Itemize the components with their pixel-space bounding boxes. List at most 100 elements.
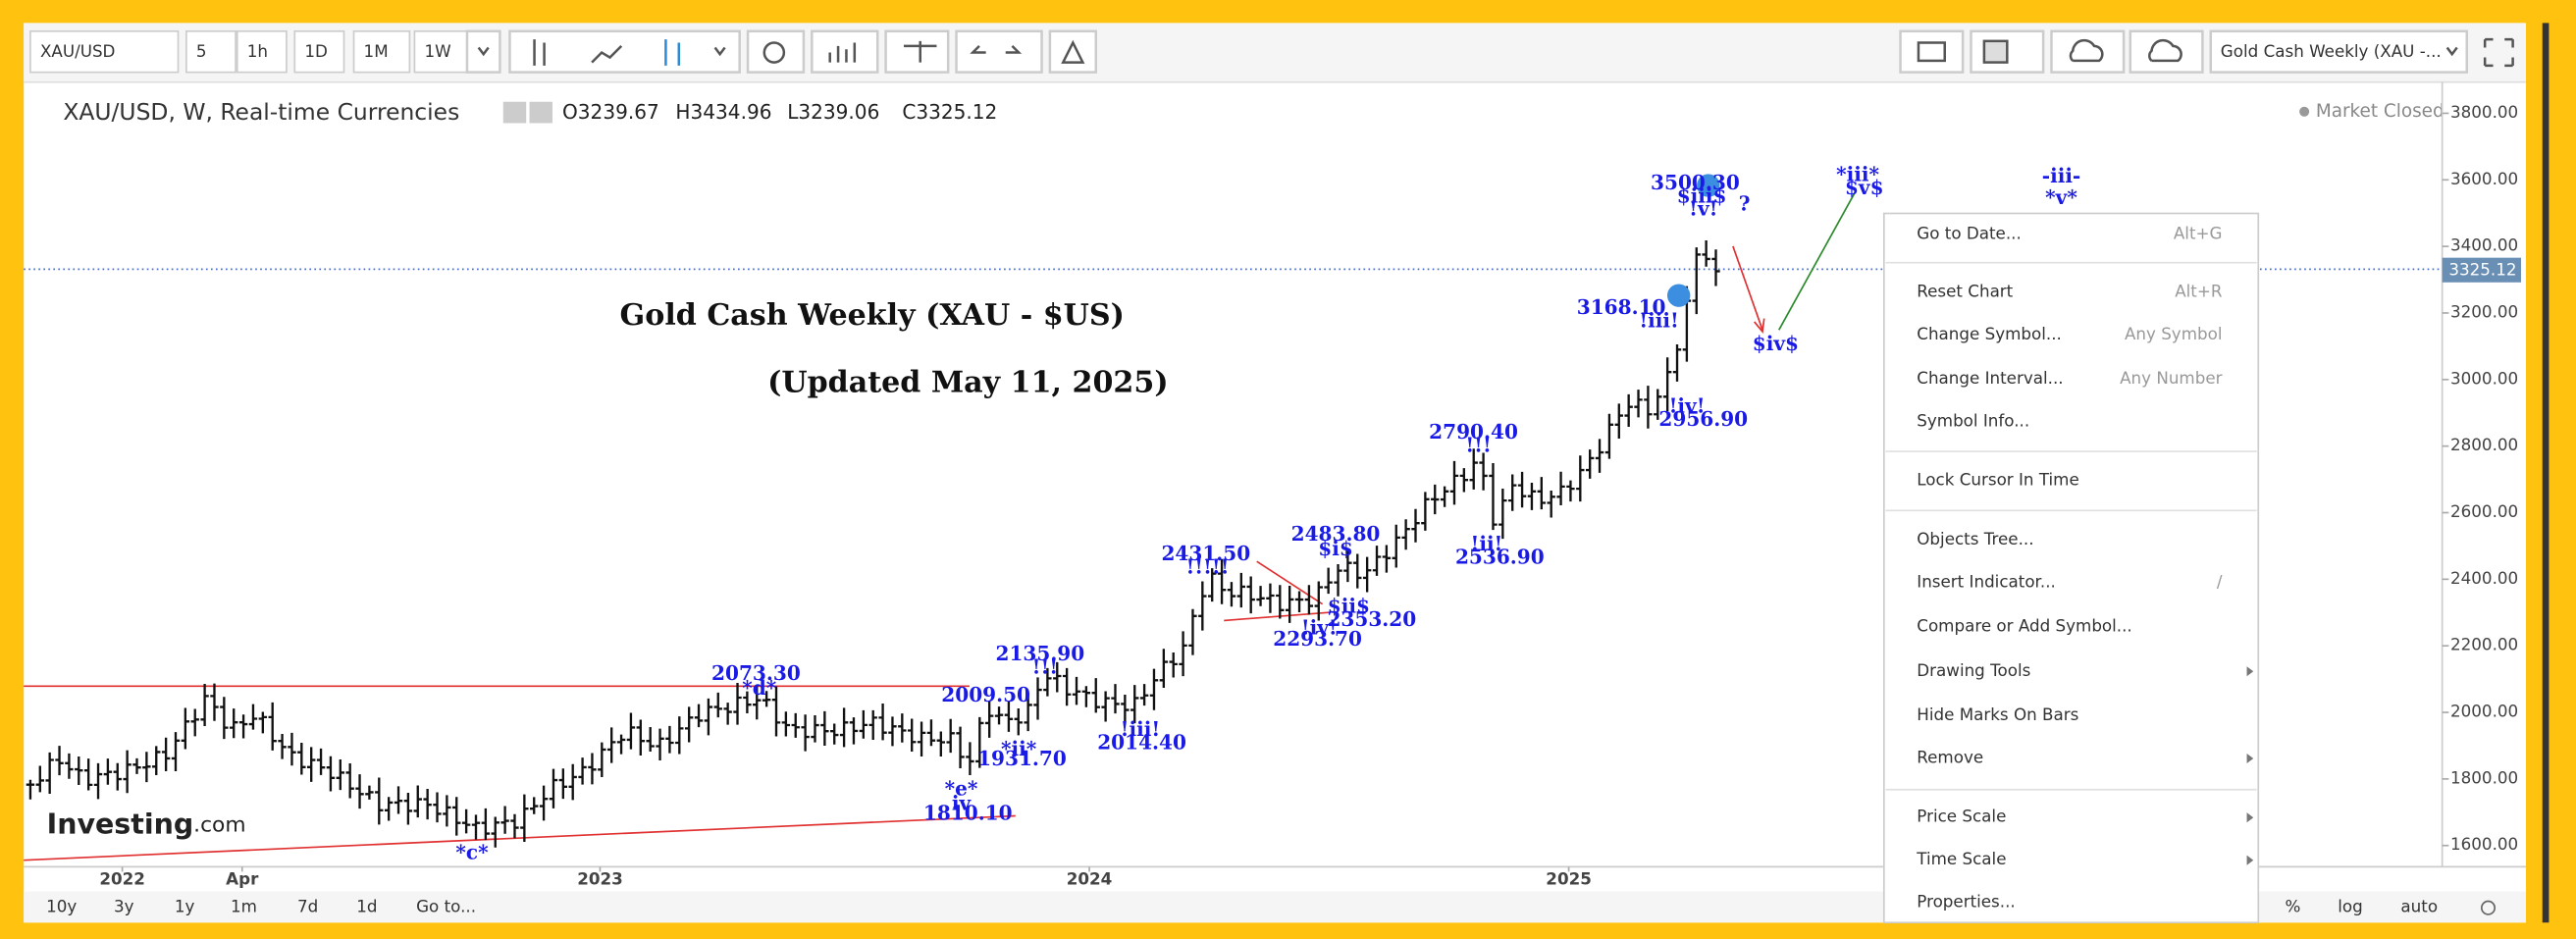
- wave-label: $ii$: [1328, 595, 1370, 618]
- menu-item[interactable]: Properties...: [1917, 892, 2015, 912]
- price-bar: [248, 704, 258, 730]
- price-bar: [1072, 676, 1081, 705]
- price-bar: [1227, 582, 1236, 607]
- price-bar: [1585, 449, 1595, 479]
- price-bar: [636, 719, 645, 756]
- menu-item[interactable]: Price Scale: [1917, 807, 2006, 826]
- scale-option[interactable]: auto: [2400, 897, 2438, 916]
- menu-item[interactable]: Change Interval...: [1917, 368, 2063, 388]
- price-bar: [171, 732, 181, 771]
- menu-item[interactable]: Go to Date...: [1917, 224, 2022, 243]
- time-label: 2025: [1546, 868, 1592, 888]
- price-bar: [1014, 708, 1023, 736]
- menu-item[interactable]: Time Scale: [1916, 849, 2006, 868]
- scale-option[interactable]: log: [2338, 897, 2362, 916]
- price-bar: [1459, 468, 1469, 493]
- settings-icon[interactable]: [2480, 900, 2497, 915]
- price-bar: [1702, 239, 1710, 267]
- wave-label: $v$: [1845, 176, 1884, 199]
- price-bar: [1362, 556, 1372, 593]
- price-bar: [500, 806, 509, 834]
- current-price: 3325.12: [2448, 260, 2516, 280]
- scale-option[interactable]: %: [2285, 897, 2300, 916]
- wave-label: -iii-: [2042, 164, 2081, 187]
- price-label: 3800.00: [2450, 102, 2518, 122]
- interval[interactable]: 5: [196, 41, 207, 61]
- range-button[interactable]: 3y: [114, 897, 134, 916]
- price-bar: [520, 794, 529, 843]
- price-bar: [288, 732, 296, 766]
- price-bar: [1421, 492, 1430, 531]
- price-bar: [1294, 591, 1304, 613]
- price-bar: [1469, 448, 1478, 490]
- price-bar: [849, 717, 859, 745]
- interval[interactable]: 1M: [364, 41, 389, 61]
- menu-item[interactable]: Objects Tree...: [1917, 529, 2033, 548]
- menu-item[interactable]: Symbol Info...: [1917, 410, 2029, 430]
- interval[interactable]: 1h: [247, 41, 268, 61]
- price-bar: [1353, 553, 1362, 589]
- price-bars: [26, 239, 1720, 848]
- price-bar: [1169, 652, 1178, 678]
- symbol[interactable]: XAU/USD: [40, 41, 115, 61]
- price-label: 1800.00: [2450, 767, 2518, 787]
- wave-label: 1931.70: [977, 747, 1067, 770]
- wave-label: 2431.50: [1161, 542, 1250, 565]
- range-button[interactable]: 1y: [175, 897, 195, 916]
- price-bar: [1576, 455, 1585, 502]
- wave-label: 2009.50: [941, 683, 1030, 706]
- price-bar: [1654, 389, 1662, 420]
- price-bar: [181, 707, 190, 750]
- price-bar: [1334, 563, 1342, 597]
- time-axis: 2022 Apr 2023 2024 2025: [99, 866, 1592, 888]
- range-button[interactable]: 1d: [356, 897, 377, 916]
- header-icon: [529, 101, 552, 124]
- interval-button[interactable]: [185, 29, 237, 74]
- price-bar: [1053, 661, 1062, 693]
- wave-label: !v!: [1689, 197, 1717, 221]
- price-bar: [1644, 386, 1653, 429]
- price-bar: [1672, 344, 1682, 382]
- price-bar: [1401, 519, 1410, 550]
- market-status: Market Closed: [2316, 101, 2445, 122]
- menu-item[interactable]: Insert Indicator...: [1917, 571, 2056, 591]
- menu-item[interactable]: Lock Cursor In Time: [1917, 470, 2078, 490]
- price-bar: [1692, 247, 1701, 315]
- interval-button[interactable]: [413, 29, 472, 74]
- price-bar: [753, 685, 762, 720]
- wave-label: !!!!!: [1185, 554, 1229, 578]
- price-bar: [365, 785, 374, 800]
- wave-label: 2536.90: [1455, 545, 1545, 568]
- wave-label: $i$: [1318, 537, 1353, 560]
- menu-item[interactable]: Change Symbol...: [1917, 324, 2062, 343]
- goto[interactable]: Go to...: [416, 897, 476, 916]
- interval-button[interactable]: [352, 29, 411, 74]
- interval[interactable]: 1W: [424, 41, 450, 61]
- ohlc-high: H3434.96: [675, 100, 771, 124]
- range-button[interactable]: 1m: [231, 897, 257, 916]
- price-bar: [230, 708, 238, 739]
- menu-item[interactable]: Remove: [1917, 747, 1983, 766]
- price-bar: [103, 758, 113, 785]
- layout-name[interactable]: Gold Cash Weekly (XAU -...: [2221, 41, 2442, 61]
- interval-button[interactable]: [236, 29, 288, 74]
- menu-item[interactable]: Compare or Add Symbol...: [1917, 616, 2131, 636]
- price-bar: [258, 711, 268, 734]
- price-bar: [152, 746, 161, 776]
- range-button[interactable]: 7d: [297, 897, 318, 916]
- interval[interactable]: 1D: [304, 41, 328, 61]
- range-button[interactable]: 10y: [46, 897, 77, 916]
- menu-item[interactable]: Drawing Tools: [1917, 660, 2030, 680]
- interval-button[interactable]: [293, 29, 345, 74]
- menu-item[interactable]: Hide Marks On Bars: [1917, 704, 2078, 724]
- menu-shortcut: /: [2217, 571, 2223, 591]
- price-bar: [452, 797, 461, 836]
- symbol-box[interactable]: [29, 29, 180, 74]
- menu-item[interactable]: Reset Chart: [1917, 281, 2013, 300]
- wave-label: 2135.90: [995, 642, 1084, 665]
- wave-labels: 2073.30*d* 2009.50 2135.90!!! *ii*1931.70 *e…: [455, 163, 2080, 864]
- price-label: 3400.00: [2450, 235, 2518, 255]
- price-bar: [142, 752, 151, 783]
- price-bar: [888, 716, 897, 747]
